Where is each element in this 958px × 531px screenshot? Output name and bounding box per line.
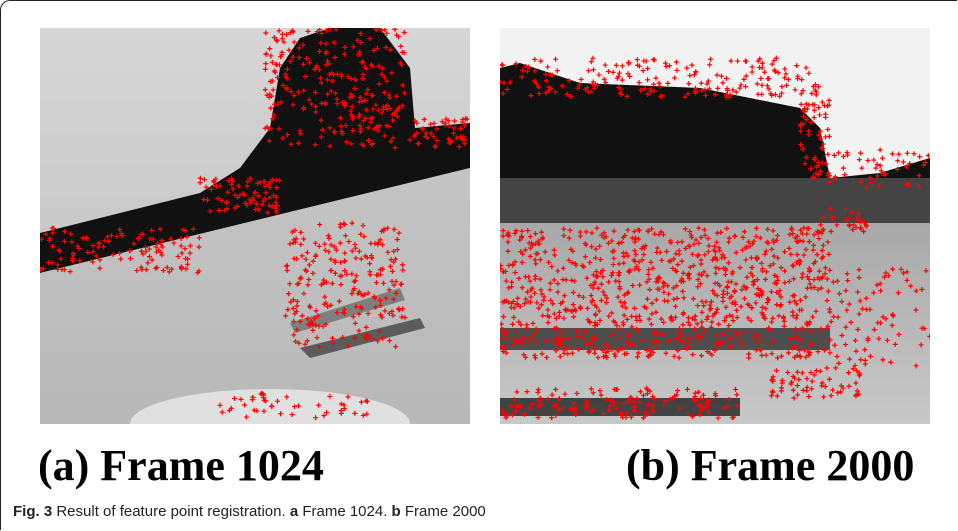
page: {"panels": [{"label": "(a) Frame 1024"},… xyxy=(0,0,958,531)
subcaption-text: Frame 2000 xyxy=(405,503,486,520)
image-b xyxy=(500,28,930,424)
panel-label: (a) Frame 1024 xyxy=(38,440,324,491)
bank xyxy=(500,178,930,228)
image-a xyxy=(40,28,470,424)
panel-label: (b) Frame 2000 xyxy=(626,440,914,491)
subcaption-letter: a xyxy=(290,503,298,520)
subcaption-letter: b xyxy=(392,503,401,520)
shadow xyxy=(500,328,830,350)
caption: Fig. 3 Result of feature point registrat… xyxy=(13,503,486,520)
caption-text: Result of feature point registration. xyxy=(56,503,285,520)
subcaption-text: Frame 1024. xyxy=(302,503,387,520)
figure-number: Fig. 3 xyxy=(13,503,52,520)
